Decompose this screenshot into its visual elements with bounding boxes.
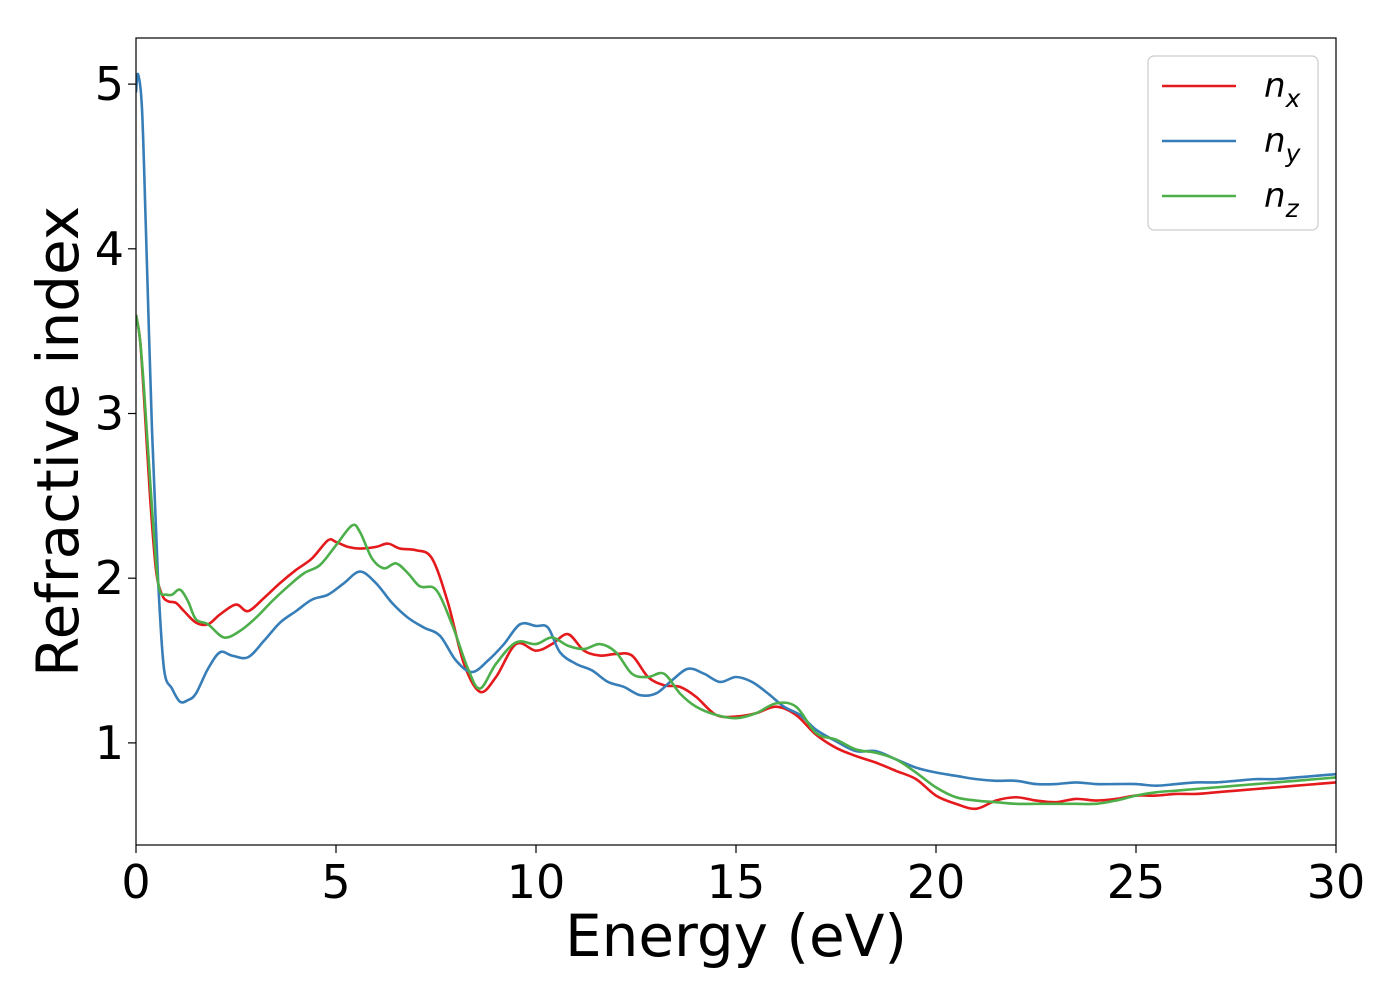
series-line-nx: [136, 314, 1336, 811]
x-tick-label: 5: [321, 855, 350, 909]
legend-item-nx: nx: [1162, 66, 1301, 113]
legend-label-base: n: [1264, 176, 1286, 216]
series-line-ny: [136, 72, 1336, 788]
x-tick-label: 30: [1307, 855, 1366, 909]
y-axis-title: Refractive index: [24, 206, 92, 677]
legend-label: ny: [1264, 121, 1302, 168]
legend-label-subscript: x: [1285, 84, 1301, 113]
y-tick-label: 1: [95, 716, 124, 770]
series-line-nz: [136, 314, 1336, 806]
legend-item-nz: nz: [1162, 176, 1300, 223]
legend-box: [1147, 55, 1319, 231]
legend-label: nx: [1264, 66, 1301, 113]
y-tick-label: 2: [95, 551, 124, 605]
legend-item-ny: ny: [1162, 121, 1302, 168]
x-tick-label: 25: [1107, 855, 1166, 909]
legend-label-base: n: [1264, 66, 1286, 106]
x-tick-label: 10: [507, 855, 566, 909]
legend-label-base: n: [1264, 121, 1286, 161]
y-axis: 1 2 3 4 5: [95, 57, 136, 770]
x-tick-label: 15: [707, 855, 766, 909]
legend-label: nz: [1264, 176, 1300, 223]
series-layer: [136, 72, 1336, 811]
x-tick-label: 0: [121, 855, 150, 909]
legend-label-subscript: y: [1285, 139, 1302, 168]
y-tick-label: 4: [95, 222, 124, 276]
x-axis-title: Energy (eV): [565, 902, 907, 970]
y-tick-label: 5: [95, 57, 124, 111]
x-axis: 0 5 10 15 20 25 30: [121, 845, 1365, 909]
legend-label-subscript: z: [1285, 194, 1300, 223]
x-tick-label: 20: [907, 855, 966, 909]
y-tick-label: 3: [95, 387, 124, 441]
